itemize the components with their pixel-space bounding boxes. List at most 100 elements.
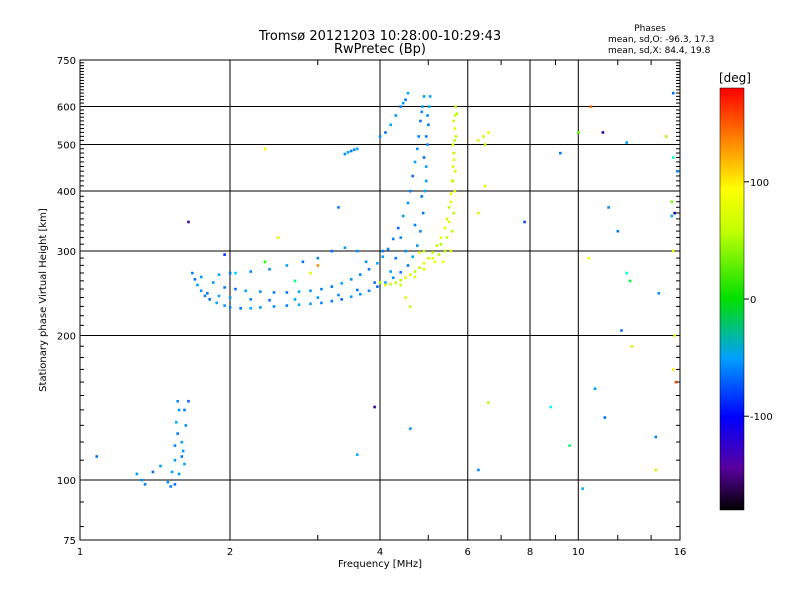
- data-point: [411, 174, 414, 178]
- data-point: [297, 290, 301, 293]
- data-point: [422, 261, 426, 265]
- data-point: [654, 468, 658, 472]
- data-point: [431, 251, 434, 254]
- data-point: [449, 200, 453, 204]
- data-point: [199, 289, 203, 293]
- data-point: [272, 291, 276, 294]
- data-point: [177, 408, 181, 412]
- data-point: [193, 278, 197, 281]
- data-point: [285, 264, 289, 267]
- colorbar-tick-label: 100: [750, 178, 769, 189]
- data-point: [180, 455, 184, 458]
- data-point: [422, 156, 426, 159]
- data-point: [423, 189, 427, 193]
- phase-info-o: mean, sd,O: -96.3, 17.3: [608, 35, 714, 45]
- data-point: [184, 424, 188, 427]
- data-point: [422, 95, 426, 98]
- data-point: [203, 294, 207, 298]
- data-point: [559, 151, 562, 155]
- phase-info-heading: Phases: [634, 24, 666, 34]
- data-point: [228, 296, 232, 299]
- data-point: [420, 110, 424, 114]
- data-point: [343, 152, 347, 156]
- data-point: [268, 298, 271, 302]
- x-tick-label: 8: [527, 547, 533, 558]
- data-point: [170, 470, 174, 474]
- data-point: [399, 278, 403, 282]
- x-tick-label: 2: [227, 547, 233, 558]
- y-tick-label: 600: [57, 103, 76, 114]
- data-point: [355, 249, 359, 253]
- data-point: [421, 211, 425, 215]
- data-point: [441, 260, 445, 264]
- data-point: [187, 399, 190, 403]
- data-point: [140, 478, 144, 482]
- data-point: [399, 283, 403, 287]
- data-point: [433, 260, 437, 264]
- colorbar-label: [deg]: [719, 71, 751, 85]
- data-point: [670, 200, 674, 204]
- data-point: [309, 289, 312, 293]
- data-point: [175, 420, 178, 424]
- data-point: [217, 294, 221, 298]
- data-point: [293, 298, 297, 301]
- data-point: [671, 156, 675, 159]
- data-point: [447, 206, 451, 209]
- data-point: [211, 281, 215, 284]
- y-axis-label: Stationary phase Virtual Height [km]: [38, 208, 49, 392]
- data-point: [409, 305, 412, 308]
- data-point: [477, 211, 480, 215]
- data-point: [428, 95, 432, 98]
- data-point: [228, 271, 232, 275]
- data-point: [453, 189, 457, 193]
- data-point: [418, 266, 421, 270]
- data-point: [285, 291, 289, 294]
- y-tick-label: 75: [63, 536, 76, 547]
- colorbar-ticks: -100 0 100: [744, 178, 773, 423]
- data-points: [95, 91, 679, 490]
- data-point: [445, 236, 449, 239]
- data-point: [451, 165, 455, 168]
- data-point: [249, 307, 253, 310]
- data-point: [630, 345, 634, 348]
- data-point: [628, 279, 632, 283]
- data-point: [349, 278, 353, 281]
- data-point: [376, 285, 379, 288]
- data-point: [625, 271, 628, 275]
- data-point: [263, 260, 267, 264]
- data-point: [420, 105, 424, 108]
- data-point: [443, 249, 447, 253]
- data-point: [263, 147, 267, 151]
- data-point: [447, 220, 451, 224]
- data-point: [409, 427, 412, 430]
- data-point: [349, 149, 353, 153]
- data-point: [419, 119, 422, 123]
- data-point: [301, 260, 305, 264]
- data-point: [601, 131, 605, 134]
- data-point: [358, 273, 362, 276]
- data-point: [394, 256, 398, 260]
- data-point: [406, 201, 410, 205]
- data-point: [181, 449, 185, 453]
- data-point: [228, 306, 232, 309]
- data-point: [404, 98, 407, 102]
- data-point: [451, 179, 455, 183]
- data-point: [404, 296, 407, 299]
- x-tick-label: 6: [465, 547, 471, 558]
- data-point: [422, 267, 426, 271]
- data-point: [177, 472, 181, 476]
- data-point: [239, 307, 242, 310]
- data-point: [384, 283, 387, 287]
- data-point: [381, 255, 385, 259]
- y-axis: 75 100 200 300 400 500 600 750: [57, 56, 680, 547]
- data-point: [176, 432, 180, 435]
- data-point: [593, 387, 597, 391]
- data-point: [244, 289, 248, 293]
- data-point: [391, 276, 395, 280]
- data-point: [389, 123, 392, 127]
- data-point: [389, 282, 392, 286]
- data-point: [234, 287, 237, 291]
- data-point: [159, 464, 162, 468]
- data-point: [183, 408, 186, 412]
- data-point: [664, 135, 668, 138]
